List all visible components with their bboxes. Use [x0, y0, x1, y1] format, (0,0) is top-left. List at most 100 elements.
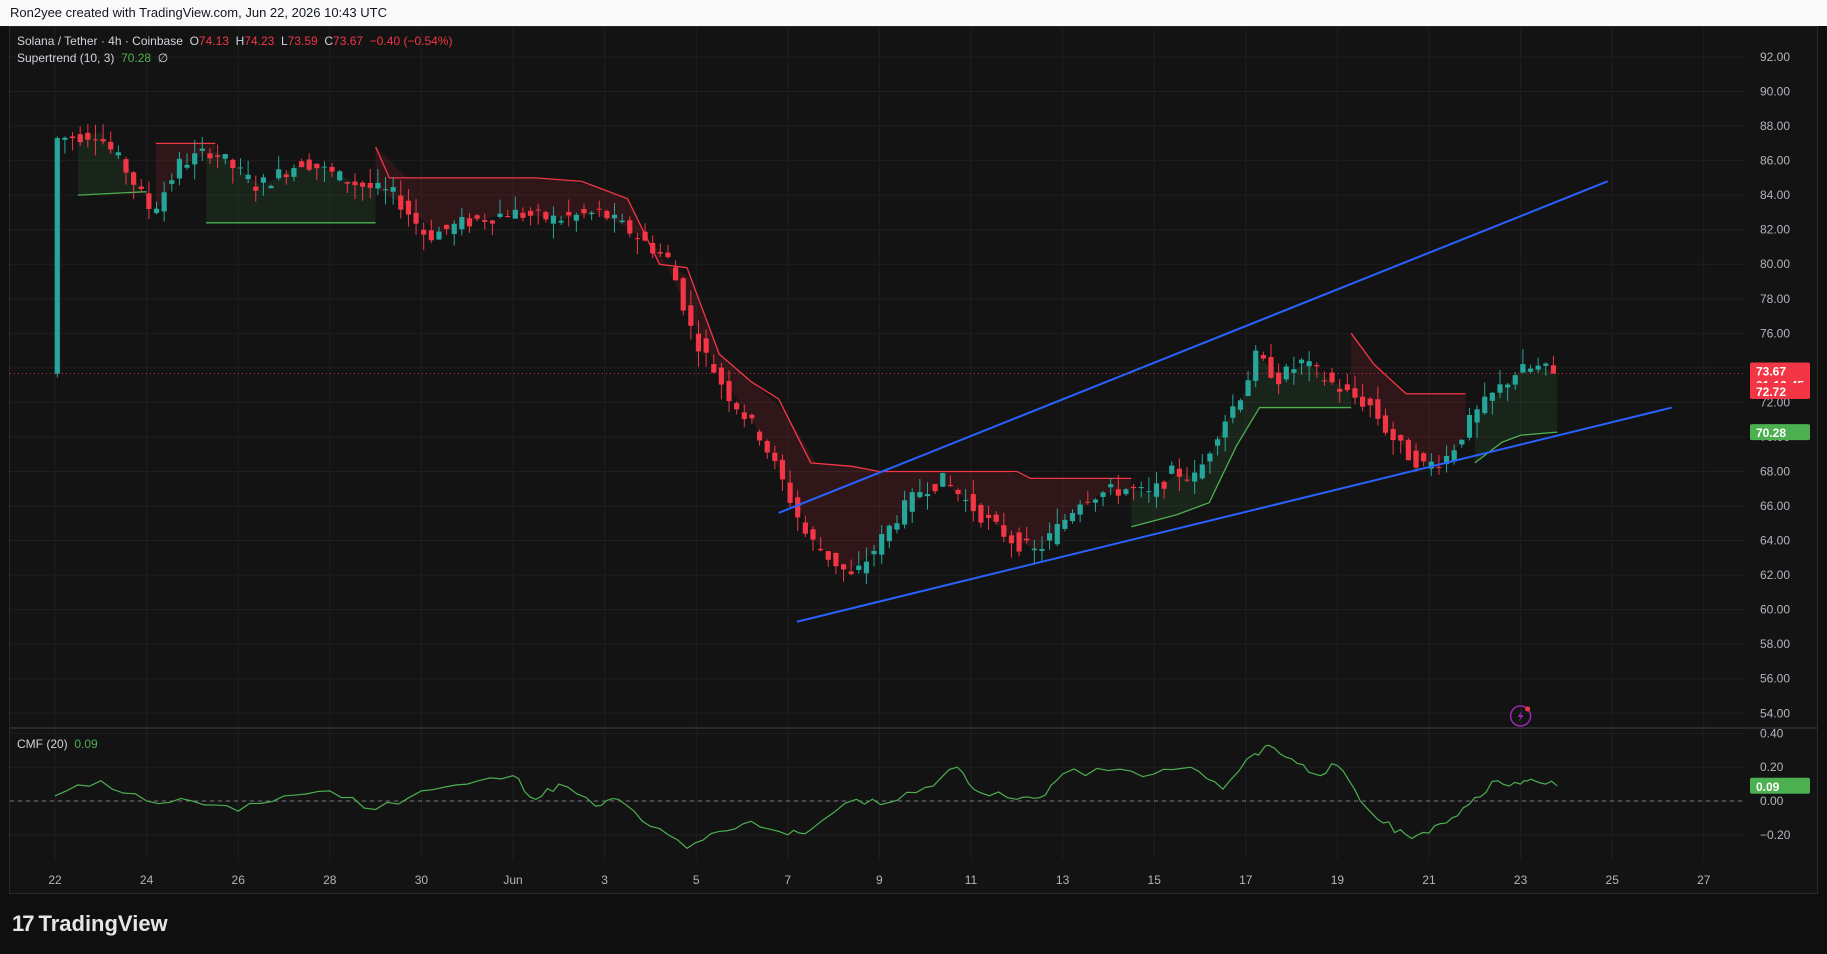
candle-body[interactable]: [1245, 380, 1251, 397]
candle-body[interactable]: [558, 220, 564, 223]
candle-body[interactable]: [459, 217, 465, 230]
candle-body[interactable]: [115, 152, 121, 156]
candle-body[interactable]: [1276, 372, 1282, 385]
candle-body[interactable]: [298, 161, 305, 168]
candle-body[interactable]: [833, 552, 839, 567]
candle-body[interactable]: [92, 139, 99, 141]
candle-body[interactable]: [321, 166, 328, 168]
cmf-legend[interactable]: CMF (20) 0.09: [17, 737, 98, 751]
candle-body[interactable]: [1535, 365, 1541, 370]
candle-body[interactable]: [932, 484, 938, 492]
tradingview-logo[interactable]: 17 TradingView: [12, 911, 168, 937]
candle-body[interactable]: [352, 181, 358, 186]
candle-body[interactable]: [1054, 524, 1060, 545]
candle-body[interactable]: [1031, 548, 1037, 551]
candle-body[interactable]: [734, 403, 740, 410]
candle-body[interactable]: [688, 305, 694, 326]
candle-body[interactable]: [604, 210, 610, 219]
candle-body[interactable]: [146, 193, 152, 209]
candle-body[interactable]: [901, 500, 908, 525]
candle-body[interactable]: [1253, 350, 1259, 381]
candle-body[interactable]: [62, 137, 68, 140]
candle-body[interactable]: [787, 482, 793, 503]
candle-body[interactable]: [894, 523, 900, 530]
candle-body[interactable]: [879, 534, 885, 555]
candle-body[interactable]: [1283, 366, 1289, 380]
candle-body[interactable]: [131, 172, 137, 185]
candle-body[interactable]: [367, 182, 373, 188]
supertrend-line-up[interactable]: [1131, 406, 1352, 528]
candle-body[interactable]: [963, 500, 969, 502]
candle-body[interactable]: [527, 210, 534, 216]
candle-body[interactable]: [466, 218, 473, 227]
candle-body[interactable]: [1527, 368, 1534, 372]
candle-body[interactable]: [886, 525, 892, 542]
candle-body[interactable]: [1161, 481, 1167, 489]
candle-body[interactable]: [1146, 491, 1152, 493]
candle-body[interactable]: [1306, 361, 1312, 367]
candle-body[interactable]: [1192, 472, 1198, 482]
candle-body[interactable]: [1176, 468, 1182, 477]
candle-body[interactable]: [940, 472, 946, 487]
candle-body[interactable]: [726, 381, 732, 402]
candle-body[interactable]: [375, 182, 381, 189]
candle-body[interactable]: [100, 139, 106, 142]
candle-body[interactable]: [482, 219, 488, 222]
candle-body[interactable]: [749, 414, 755, 419]
candle-body[interactable]: [192, 153, 198, 165]
candle-body[interactable]: [413, 212, 419, 224]
supertrend-line-up[interactable]: [77, 191, 147, 196]
candle-body[interactable]: [871, 550, 877, 555]
candle-body[interactable]: [1016, 532, 1022, 552]
candle-body[interactable]: [1382, 415, 1389, 433]
candle-body[interactable]: [642, 231, 648, 241]
supertrend-line-down[interactable]: [1350, 332, 1466, 395]
candle-body[interactable]: [764, 440, 770, 453]
candle-body[interactable]: [1230, 406, 1236, 418]
candle-body[interactable]: [398, 195, 404, 210]
candle-body[interactable]: [856, 565, 862, 570]
candle-body[interactable]: [123, 159, 129, 173]
candle-body[interactable]: [1123, 489, 1129, 495]
candle-body[interactable]: [207, 153, 213, 159]
candle-body[interactable]: [489, 220, 495, 224]
candle-body[interactable]: [1436, 466, 1442, 468]
candle-body[interactable]: [947, 484, 953, 486]
candle-body[interactable]: [550, 215, 557, 224]
candle-body[interactable]: [1115, 489, 1121, 496]
candle-body[interactable]: [657, 252, 663, 254]
candle-body[interactable]: [1077, 504, 1083, 515]
candle-body[interactable]: [214, 155, 221, 157]
candle-body[interactable]: [1352, 388, 1358, 398]
candle-body[interactable]: [1505, 384, 1511, 388]
candle-body[interactable]: [611, 214, 618, 219]
candle-body[interactable]: [581, 208, 587, 214]
candle-body[interactable]: [810, 529, 816, 540]
candle-body[interactable]: [1390, 429, 1396, 441]
candle-body[interactable]: [176, 158, 183, 179]
candle-body[interactable]: [840, 564, 847, 570]
candle-body[interactable]: [520, 212, 526, 218]
candle-body[interactable]: [405, 200, 412, 215]
candle-body[interactable]: [909, 492, 915, 512]
candle-body[interactable]: [1497, 384, 1503, 393]
candle-body[interactable]: [314, 163, 320, 169]
candle-body[interactable]: [428, 230, 434, 241]
candle-body[interactable]: [680, 278, 686, 311]
candle-body[interactable]: [1130, 486, 1137, 489]
candle-body[interactable]: [1413, 450, 1419, 468]
candle-body[interactable]: [153, 208, 160, 214]
candle-body[interactable]: [1337, 388, 1343, 392]
candle-body[interactable]: [1260, 355, 1266, 359]
supertrend-line-down[interactable]: [375, 146, 1132, 480]
candle-body[interactable]: [245, 174, 251, 180]
candle-body[interactable]: [108, 141, 114, 150]
trendline-upper-channel[interactable]: [778, 180, 1608, 514]
candle-body[interactable]: [474, 215, 480, 219]
candle-body[interactable]: [978, 504, 984, 523]
candle-body[interactable]: [1398, 435, 1404, 441]
candle-body[interactable]: [589, 212, 595, 215]
candle-body[interactable]: [237, 167, 244, 169]
candle-body[interactable]: [1047, 533, 1053, 541]
candle-body[interactable]: [222, 154, 228, 159]
